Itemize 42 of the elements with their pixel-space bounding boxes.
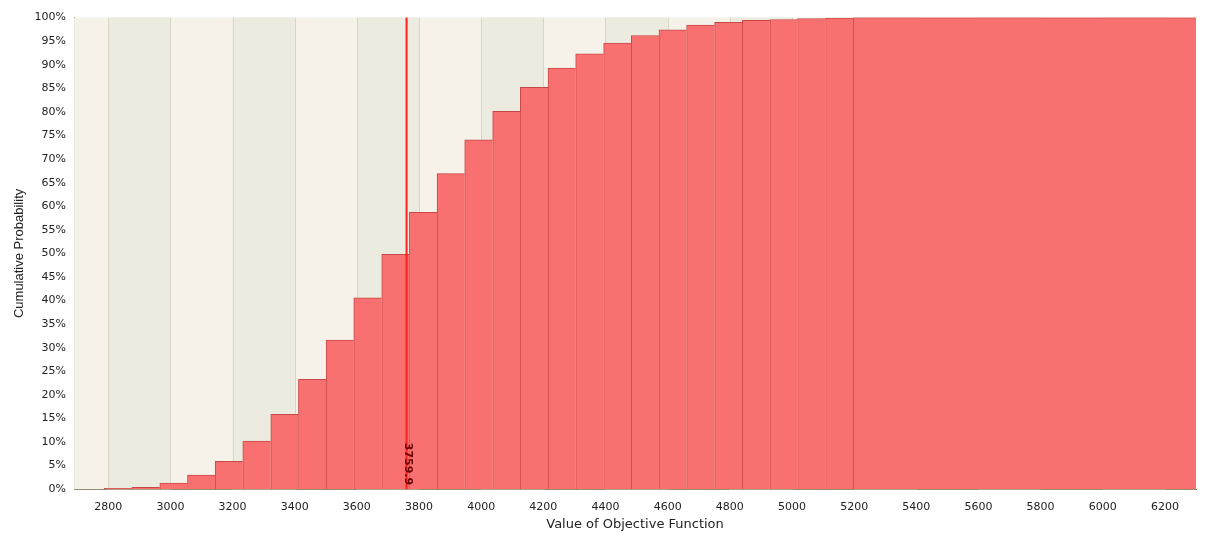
x-tick-label: 6000 [1088,499,1117,513]
y-tick-label: 65% [41,175,67,189]
x-tick-label: 5000 [777,499,806,513]
ref-line-label: 3759.9 [402,442,416,486]
x-tick-label: 2800 [94,499,123,513]
x-tick-label: 5600 [964,499,993,513]
y-tick-label: 75% [41,128,67,142]
x-tick-label: 4600 [653,499,682,513]
y-tick-label: 100% [34,10,67,24]
y-tick-label: 15% [41,411,67,425]
y-tick-label: 60% [41,199,67,213]
y-tick-label: 30% [41,340,67,354]
y-tick-label: 50% [41,246,67,260]
x-tick-label: 3800 [405,499,434,513]
x-tick-label: 3200 [218,499,247,513]
x-tick-label: 3600 [342,499,371,513]
y-tick-label: 10% [41,434,67,448]
x-axis-title: Value of Objective Function [546,515,724,531]
y-tick-label: 45% [41,269,67,283]
x-tick-label: 3000 [156,499,185,513]
y-tick-label: 80% [41,104,67,118]
x-tick-label: 6200 [1150,499,1179,513]
y-tick-label: 90% [41,57,67,71]
x-tick-label: 4000 [467,499,496,513]
y-tick-label: 70% [41,151,67,165]
x-tick-label: 4200 [529,499,558,513]
x-tick-label: 4800 [715,499,744,513]
y-tick-label: 20% [41,387,67,401]
x-tick-label: 5200 [840,499,869,513]
y-tick-label: 55% [41,222,67,236]
x-tick-label: 5400 [902,499,931,513]
x-tick-label: 5800 [1026,499,1055,513]
y-tick-label: 85% [41,81,67,95]
y-tick-label: 40% [41,293,67,307]
y-tick-label: 35% [41,317,67,330]
y-axis-title: Cumulative Probability [11,188,27,319]
y-tick-label: 95% [41,34,67,48]
x-tick-label: 3400 [280,499,309,513]
y-tick-label: 25% [41,364,67,378]
y-tick-label: 5% [48,458,67,472]
y-tick-label: 0% [48,482,67,496]
x-tick-label: 4400 [591,499,620,513]
